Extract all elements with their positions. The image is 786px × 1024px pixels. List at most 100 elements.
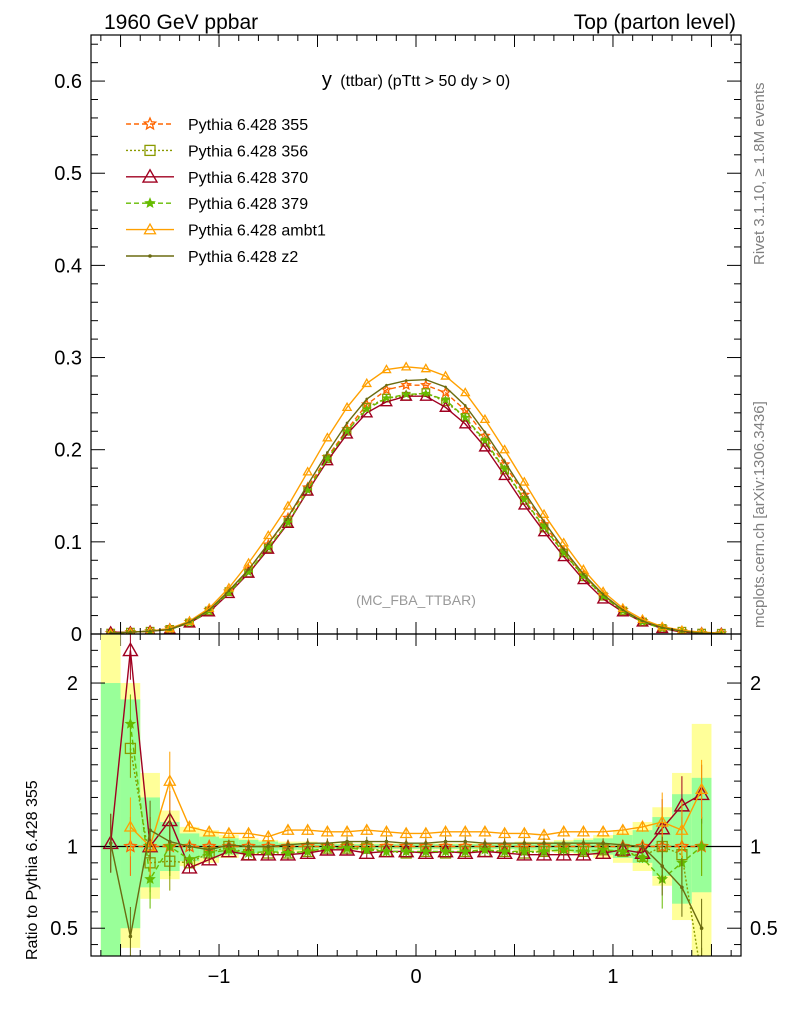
data-point: [522, 490, 526, 494]
x-tick-label: 1: [607, 966, 618, 988]
legend-item: Pythia 6.428 370: [126, 168, 308, 187]
series-line: [110, 392, 722, 634]
data-point: [621, 843, 625, 847]
data-point: [399, 826, 413, 839]
data-point: [124, 717, 137, 729]
data-point: [463, 839, 468, 844]
y-tick-label: 0.3: [54, 348, 82, 370]
data-point: [385, 383, 388, 387]
data-point: [420, 378, 432, 391]
data-point: [183, 853, 196, 865]
data-point: [463, 404, 467, 407]
data-point: [345, 421, 349, 425]
data-point: [266, 844, 271, 849]
data-point: [417, 844, 435, 859]
data-point: [617, 845, 629, 857]
data-point: [500, 464, 510, 473]
data-point: [128, 934, 133, 939]
data-point: [163, 774, 177, 786]
series-ratio: [108, 800, 704, 956]
data-point: [535, 846, 553, 861]
data-point: [557, 824, 571, 837]
data-point: [108, 841, 113, 846]
data-point: [261, 829, 275, 842]
legend-item: Pythia 6.428 z2: [126, 249, 298, 266]
data-point: [496, 844, 513, 859]
data-point: [227, 843, 231, 847]
data-point: [542, 520, 546, 523]
data-point: [680, 885, 684, 890]
data-point: [281, 516, 295, 529]
data-point: [444, 385, 447, 389]
data-point: [380, 845, 393, 857]
data-point: [281, 823, 295, 835]
data-point: [697, 626, 706, 634]
data-point: [342, 426, 352, 436]
data-point: [597, 843, 609, 855]
data-point: [261, 542, 275, 554]
data-point: [141, 168, 159, 183]
data-point: [483, 841, 487, 846]
data-point: [441, 395, 451, 404]
data-point: [325, 841, 330, 846]
data-point: [459, 845, 471, 857]
data-point: [424, 841, 428, 846]
data-point: [562, 547, 566, 551]
main-plot: 0 0.1 0.2 0.3 0.4 0.5 0.6 y (ttbar) (pTtt > 50…: [54, 34, 742, 646]
data-point: [558, 843, 570, 855]
data-point: [364, 839, 369, 844]
legend-item: Pythia 6.428 355: [126, 116, 308, 134]
data-point: [421, 388, 431, 398]
data-point: [129, 630, 132, 634]
data-point: [517, 826, 531, 839]
data-point: [144, 197, 156, 209]
legend-item: Pythia 6.428 379: [126, 196, 308, 213]
data-point: [576, 824, 591, 837]
data-point: [582, 572, 585, 576]
data-point: [148, 254, 152, 258]
data-point: [144, 144, 156, 157]
ratio-tick-label-right: 0.5: [750, 918, 778, 940]
data-point: [655, 815, 669, 827]
data-point: [640, 844, 645, 849]
data-point: [641, 619, 644, 623]
data-point: [419, 826, 433, 839]
data-point: [695, 840, 708, 852]
data-point: [144, 873, 156, 885]
data-point: [207, 608, 211, 612]
data-point: [148, 629, 152, 633]
ratio-tick-label-right: 2: [750, 673, 761, 695]
data-point: [244, 567, 254, 577]
data-point: [680, 629, 684, 633]
data-point: [302, 466, 313, 476]
data-point: [227, 589, 231, 593]
data-point: [305, 841, 310, 846]
data-point: [458, 417, 472, 429]
watermark: (MC_FBA_TTBAR): [356, 592, 476, 608]
x-tick-label: −1: [208, 966, 231, 988]
data-point: [361, 377, 373, 388]
data-point: [478, 824, 492, 837]
data-point: [561, 841, 566, 846]
ratio-ylabel: Ratio to Pythia 6.428 355: [24, 780, 41, 960]
data-point: [443, 839, 448, 844]
data-point: [326, 451, 329, 454]
legend-label: Pythia 6.428 356: [188, 143, 308, 160]
data-point: [498, 845, 511, 857]
data-point: [362, 404, 372, 414]
ratio-tick-label-left: 2: [67, 673, 78, 695]
legend: Pythia 6.428 355 Pythia 6.428 356 Pythia 6…: [126, 116, 326, 266]
data-point: [518, 845, 531, 857]
data-point: [181, 859, 198, 874]
data-point: [480, 435, 490, 445]
legend-item: Pythia 6.428 356: [126, 143, 308, 160]
data-point: [320, 454, 334, 466]
data-point: [384, 839, 389, 844]
y-tick-label: 0.4: [54, 255, 82, 277]
series-main: [109, 378, 723, 634]
data-point: [379, 824, 394, 837]
data-point: [440, 370, 451, 380]
data-point: [503, 460, 506, 464]
data-point: [522, 841, 527, 846]
data-point: [187, 844, 192, 849]
